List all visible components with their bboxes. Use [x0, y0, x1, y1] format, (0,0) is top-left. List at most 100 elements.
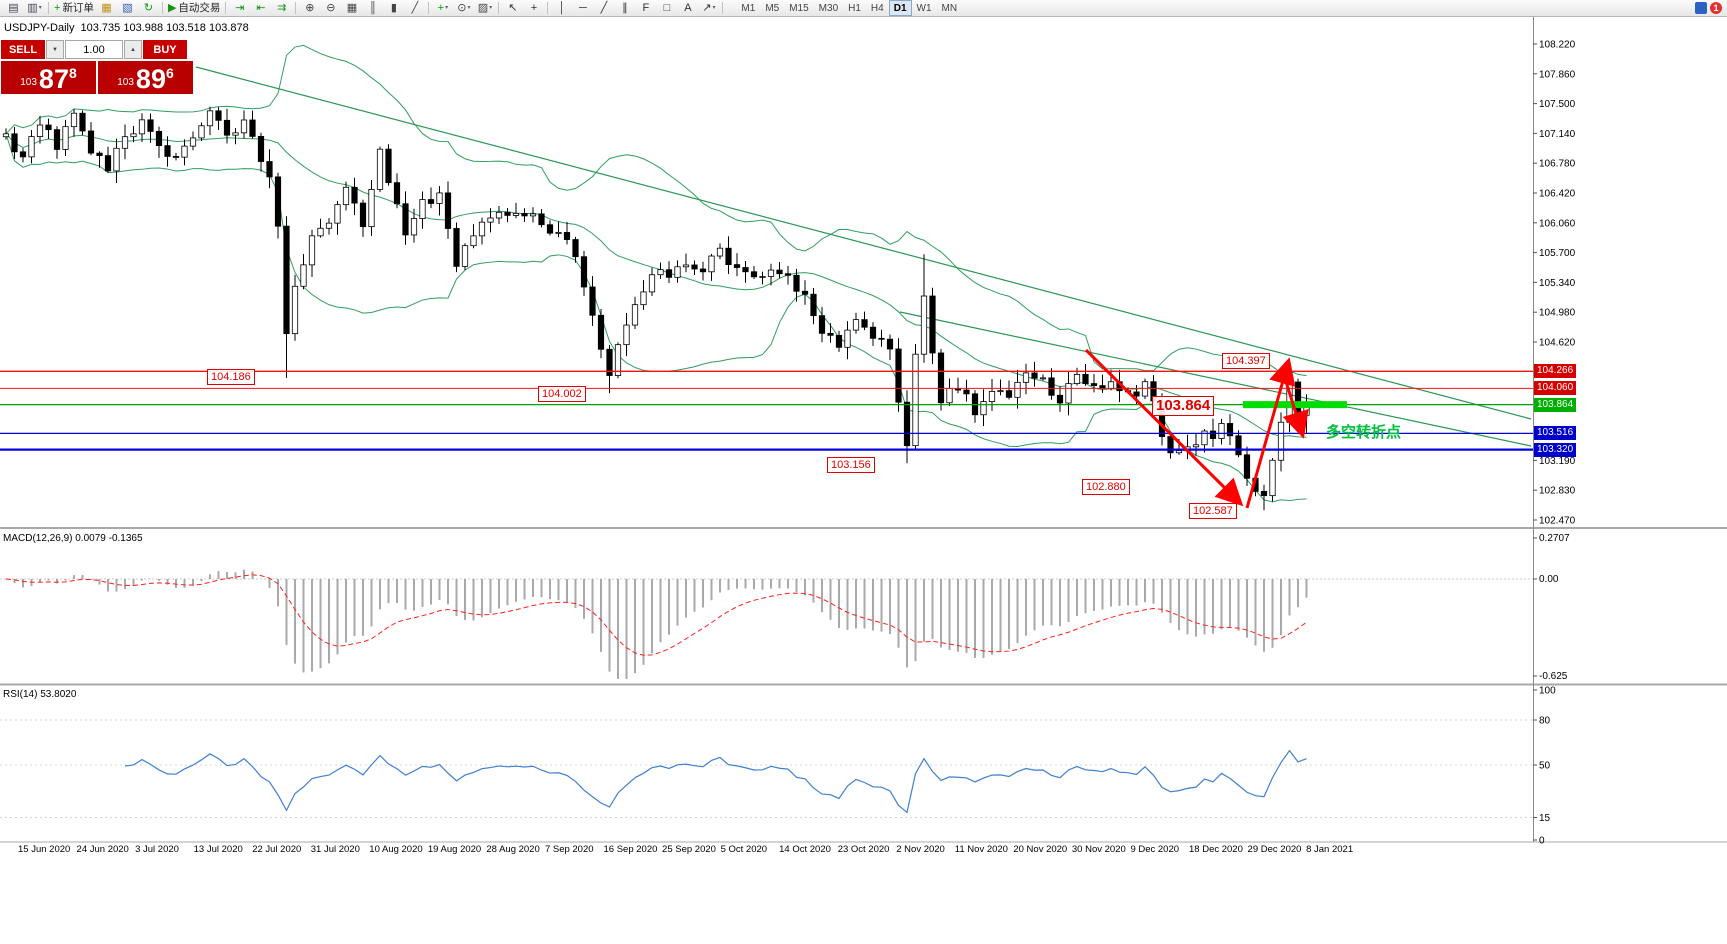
market-watch-icon: ▦ — [101, 1, 112, 14]
rsi-line — [124, 749, 1307, 814]
line-chart-mode-button[interactable]: ╱ — [404, 1, 425, 16]
date-label: 8 Jan 2021 — [1306, 844, 1353, 855]
date-label: 29 Dec 2020 — [1248, 844, 1302, 855]
new-order-label: 新订单 — [62, 1, 94, 14]
price-axis-label: 105.340 — [1539, 278, 1576, 289]
price-axis[interactable]: 108.220 107.860 107.500 107.140 106.780 106.4… — [1533, 40, 1576, 847]
timeframe-mn[interactable]: MN — [941, 2, 958, 14]
trendlines[interactable] — [195, 66, 1532, 447]
macd-axis-label: 0.2707 — [1539, 533, 1570, 544]
vertical-line-tool-button[interactable]: │ — [551, 1, 572, 16]
rsi-axis-label: 100 — [1539, 686, 1556, 697]
trendline[interactable] — [899, 311, 1532, 447]
shapes-tool-icon: □ — [663, 1, 671, 14]
toolbar-separator — [48, 2, 49, 14]
zoom-in-button[interactable]: ⊕ — [299, 1, 320, 16]
trend-arrow[interactable] — [1084, 348, 1244, 507]
trend-arrow[interactable] — [1245, 357, 1296, 509]
auto-scroll-icon: ⇤ — [256, 1, 266, 14]
date-label: 22 Jul 2020 — [252, 844, 301, 855]
toolbar-right-icons: 1 — [1695, 2, 1722, 14]
trendline[interactable] — [195, 66, 1532, 420]
shapes-tool-button[interactable]: □ — [656, 1, 677, 16]
templates-button[interactable]: ▨ ▾ — [474, 1, 495, 16]
channel-tool-button[interactable]: ∥ — [614, 1, 635, 16]
timeframe-m5[interactable]: M5 — [765, 2, 780, 14]
caret-down-icon: ▾ — [489, 5, 493, 11]
crosshair-tool-button[interactable]: + — [523, 1, 544, 16]
price-axis-label: 102.470 — [1539, 515, 1576, 526]
arrows-tool-icon: ↗ — [702, 1, 712, 14]
trade-arrows[interactable] — [1084, 348, 1309, 509]
date-label: 9 Dec 2020 — [1130, 844, 1179, 855]
timeframe-m15[interactable]: M15 — [789, 2, 809, 14]
toolbar-separator — [722, 2, 724, 14]
tile-windows-button[interactable]: ▦ — [341, 1, 362, 16]
price-axis-label: 107.860 — [1539, 69, 1576, 80]
date-label: 13 Jul 2020 — [194, 844, 243, 855]
refresh-button[interactable]: ↻ — [138, 1, 159, 16]
candlestick-mode-icon: ▮ — [390, 1, 397, 14]
new-chart-icon: ▤ — [8, 1, 19, 14]
alert-badge[interactable]: 1 — [1710, 2, 1722, 14]
periods-list-button[interactable]: ⊙ ▾ — [453, 1, 474, 16]
toolbar: ▤ ▥ ▾ + 新订单 ▦ ▧ ↻ ▶ 自动交易 ⇥ ⇤ ⇉ ⊕ ⊖ ▦ ║ ▮ ╱ + ▾ ⊙ ▾ ▨ ▾ ↖ + │ ─ ╱ ∥ F □ A ↗… — [0, 0, 1727, 17]
macd-histogram — [13, 569, 1308, 679]
chart-profiles-icon: ▥ — [27, 1, 38, 14]
rsi-axis-label: 15 — [1539, 813, 1551, 824]
trend-arrow[interactable] — [1281, 371, 1309, 439]
caret-down-icon: ▾ — [467, 5, 471, 11]
date-label: 3 Jul 2020 — [135, 844, 179, 855]
auto-trading-button[interactable]: ▶ 自动交易 — [166, 1, 222, 16]
timeframe-h4[interactable]: H4 — [870, 2, 884, 14]
arrows-tool-button[interactable]: ↗ ▾ — [698, 1, 719, 16]
toolbar-separator — [295, 2, 297, 14]
new-chart-button[interactable]: ▤ — [3, 1, 24, 16]
timeframe-w1[interactable]: W1 — [916, 2, 932, 14]
indicators-list-button[interactable]: + ▾ — [432, 1, 453, 16]
line-chart-mode-icon: ╱ — [411, 1, 419, 14]
fibonacci-tool-button[interactable]: F — [635, 1, 656, 16]
text-tool-icon: A — [684, 1, 692, 14]
price-axis-label: 108.220 — [1539, 40, 1576, 51]
candlestick-mode-button[interactable]: ▮ — [383, 1, 404, 16]
new-order-button[interactable]: + 新订单 — [52, 1, 96, 16]
channel-tool-icon: ∥ — [622, 1, 628, 14]
bb-upper — [5, 44, 1307, 377]
market-watch-button[interactable]: ▦ — [96, 1, 117, 16]
timeframe-d1[interactable]: D1 — [888, 0, 912, 16]
cursor-tool-button[interactable]: ↖ — [502, 1, 523, 16]
step-forward-button[interactable]: ⇉ — [271, 1, 292, 16]
horizontal-line-tool-button[interactable]: ─ — [572, 1, 593, 16]
date-label: 15 Jun 2020 — [18, 844, 70, 855]
timeframe-h1[interactable]: H1 — [848, 2, 861, 14]
macd-axis-label: 0.00 — [1539, 574, 1559, 585]
rsi-axis-label: 0 — [1539, 836, 1545, 847]
timeframe-m1[interactable]: M1 — [741, 2, 756, 14]
price-axis-label: 104.620 — [1539, 338, 1576, 349]
date-label: 24 Jun 2020 — [77, 844, 129, 855]
bar-chart-mode-button[interactable]: ║ — [362, 1, 383, 16]
zoom-out-button[interactable]: ⊖ — [320, 1, 341, 16]
date-axis[interactable]: 15 Jun 2020 24 Jun 2020 3 Jul 2020 13 Jul 2… — [18, 844, 1353, 855]
price-axis-label: 106.060 — [1539, 218, 1576, 229]
auto-trading-label: 自动交易 — [178, 1, 221, 14]
auto-scroll-button[interactable]: ⇤ — [250, 1, 271, 16]
text-tool-button[interactable]: A — [677, 1, 698, 16]
trendline-tool-button[interactable]: ╱ — [593, 1, 614, 16]
toolbar-separator — [161, 2, 163, 14]
panel-icon-blue[interactable] — [1695, 2, 1707, 14]
horizontal-levels[interactable] — [0, 370, 1533, 451]
caret-down-icon: ▾ — [445, 5, 449, 11]
chart-shift-button[interactable]: ⇥ — [229, 1, 250, 16]
timeframe-m30[interactable]: M30 — [818, 2, 839, 14]
toolbar-separator — [428, 2, 430, 14]
indicators-list-icon: + — [437, 1, 445, 14]
chart-profiles-button[interactable]: ▥ ▾ — [24, 1, 45, 16]
date-label: 7 Sep 2020 — [545, 844, 594, 855]
step-forward-icon: ⇉ — [277, 1, 287, 14]
date-label: 2 Nov 2020 — [896, 844, 945, 855]
navigator-button[interactable]: ▧ — [117, 1, 138, 16]
